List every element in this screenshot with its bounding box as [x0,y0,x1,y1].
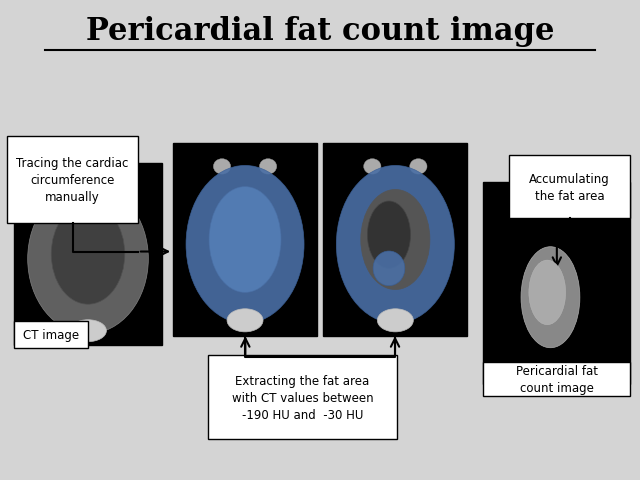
Ellipse shape [337,166,454,324]
Ellipse shape [102,178,120,192]
FancyBboxPatch shape [483,362,630,396]
Ellipse shape [373,252,404,286]
Ellipse shape [227,309,263,332]
Bar [173,144,317,336]
Text: Pericardial fat count image: Pericardial fat count image [86,16,554,47]
Bar [323,144,467,336]
Ellipse shape [56,178,74,192]
Ellipse shape [28,184,148,334]
Bar [15,163,161,346]
Ellipse shape [51,204,125,305]
Ellipse shape [259,159,276,175]
Ellipse shape [361,190,430,290]
Ellipse shape [521,247,580,348]
Ellipse shape [367,202,410,269]
Text: CT image: CT image [23,328,79,341]
Text: Pericardial fat
count image: Pericardial fat count image [516,364,598,394]
Bar [483,182,630,384]
FancyBboxPatch shape [509,156,630,218]
Ellipse shape [213,159,230,175]
Ellipse shape [70,320,106,342]
FancyBboxPatch shape [15,322,88,348]
Text: Extracting the fat area
with CT values between
-190 HU and  -30 HU: Extracting the fat area with CT values b… [232,374,373,420]
Ellipse shape [186,166,304,324]
Ellipse shape [378,309,413,332]
Text: Tracing the cardiac
circumference
manually: Tracing the cardiac circumference manual… [16,156,129,204]
Text: Accumulating
the fat area: Accumulating the fat area [529,172,610,202]
FancyBboxPatch shape [208,355,397,439]
FancyBboxPatch shape [7,137,138,223]
Ellipse shape [529,261,566,325]
Ellipse shape [410,159,427,175]
Ellipse shape [209,187,281,293]
Ellipse shape [364,159,381,175]
